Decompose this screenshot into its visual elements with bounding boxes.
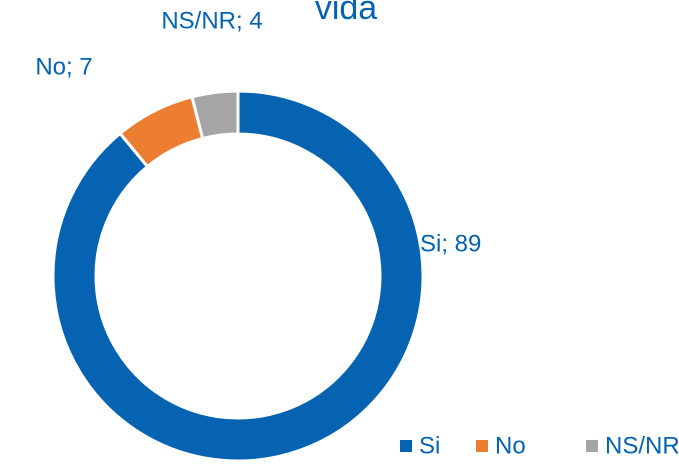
legend-swatch: [586, 440, 598, 452]
data-label: No; 7: [35, 53, 92, 80]
donut-slice: [51, 89, 425, 463]
data-label: NS/NR; 4: [161, 7, 262, 34]
data-label: Si; 89: [420, 230, 481, 257]
legend-label: Si: [419, 432, 440, 459]
legend-swatch: [400, 440, 412, 452]
chart-title: vida: [315, 0, 377, 27]
donut-slice: [190, 89, 240, 141]
legend-swatch: [476, 440, 488, 452]
legend-label: No: [495, 432, 526, 459]
legend-label: NS/NR: [605, 432, 679, 459]
